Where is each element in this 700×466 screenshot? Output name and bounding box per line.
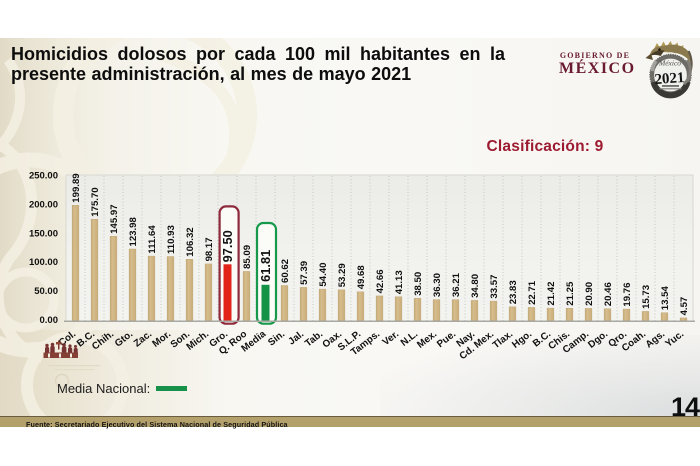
svg-text:85.09: 85.09 <box>242 245 253 269</box>
svg-text:36.30: 36.30 <box>432 273 443 297</box>
svg-text:38.50: 38.50 <box>413 272 424 296</box>
svg-text:0.00: 0.00 <box>40 315 59 326</box>
svg-text:50.00: 50.00 <box>34 286 58 297</box>
svg-text:97.50: 97.50 <box>220 230 235 262</box>
svg-text:23.83: 23.83 <box>508 280 519 304</box>
svg-text:49.68: 49.68 <box>356 265 367 290</box>
svg-text:111.64: 111.64 <box>147 225 158 254</box>
svg-text:41.13: 41.13 <box>394 270 405 294</box>
svg-text:57.39: 57.39 <box>299 261 310 285</box>
svg-text:60.62: 60.62 <box>280 259 291 283</box>
svg-text:20.46: 20.46 <box>603 282 614 306</box>
svg-text:106.32: 106.32 <box>185 227 196 256</box>
svg-text:110.93: 110.93 <box>166 225 177 254</box>
svg-text:123.98: 123.98 <box>128 216 139 246</box>
svg-text:54.40: 54.40 <box>318 263 329 287</box>
svg-text:36.21: 36.21 <box>451 272 462 297</box>
svg-text:61.81: 61.81 <box>258 250 273 282</box>
svg-text:34.80: 34.80 <box>470 274 481 298</box>
svg-text:145.97: 145.97 <box>109 204 120 233</box>
svg-text:150.00: 150.00 <box>29 228 58 239</box>
svg-text:13.54: 13.54 <box>660 286 671 311</box>
svg-text:53.29: 53.29 <box>337 263 348 287</box>
svg-text:19.76: 19.76 <box>622 283 633 307</box>
svg-text:4.57: 4.57 <box>679 297 690 316</box>
svg-text:21.25: 21.25 <box>565 281 576 306</box>
svg-text:42.66: 42.66 <box>375 269 386 293</box>
svg-text:100.00: 100.00 <box>29 257 58 268</box>
svg-text:22.71: 22.71 <box>527 280 538 305</box>
svg-text:20.90: 20.90 <box>584 282 595 306</box>
svg-text:México: México <box>658 59 681 68</box>
svg-text:200.00: 200.00 <box>29 200 58 211</box>
svg-text:15.73: 15.73 <box>641 285 652 309</box>
svg-text:199.89: 199.89 <box>71 173 82 202</box>
svg-text:2021: 2021 <box>654 70 685 88</box>
svg-text:250.00: 250.00 <box>29 171 58 182</box>
svg-text:175.70: 175.70 <box>90 187 101 216</box>
svg-text:21.42: 21.42 <box>546 282 557 306</box>
svg-text:33.57: 33.57 <box>489 275 500 299</box>
svg-text:98.17: 98.17 <box>204 237 215 261</box>
